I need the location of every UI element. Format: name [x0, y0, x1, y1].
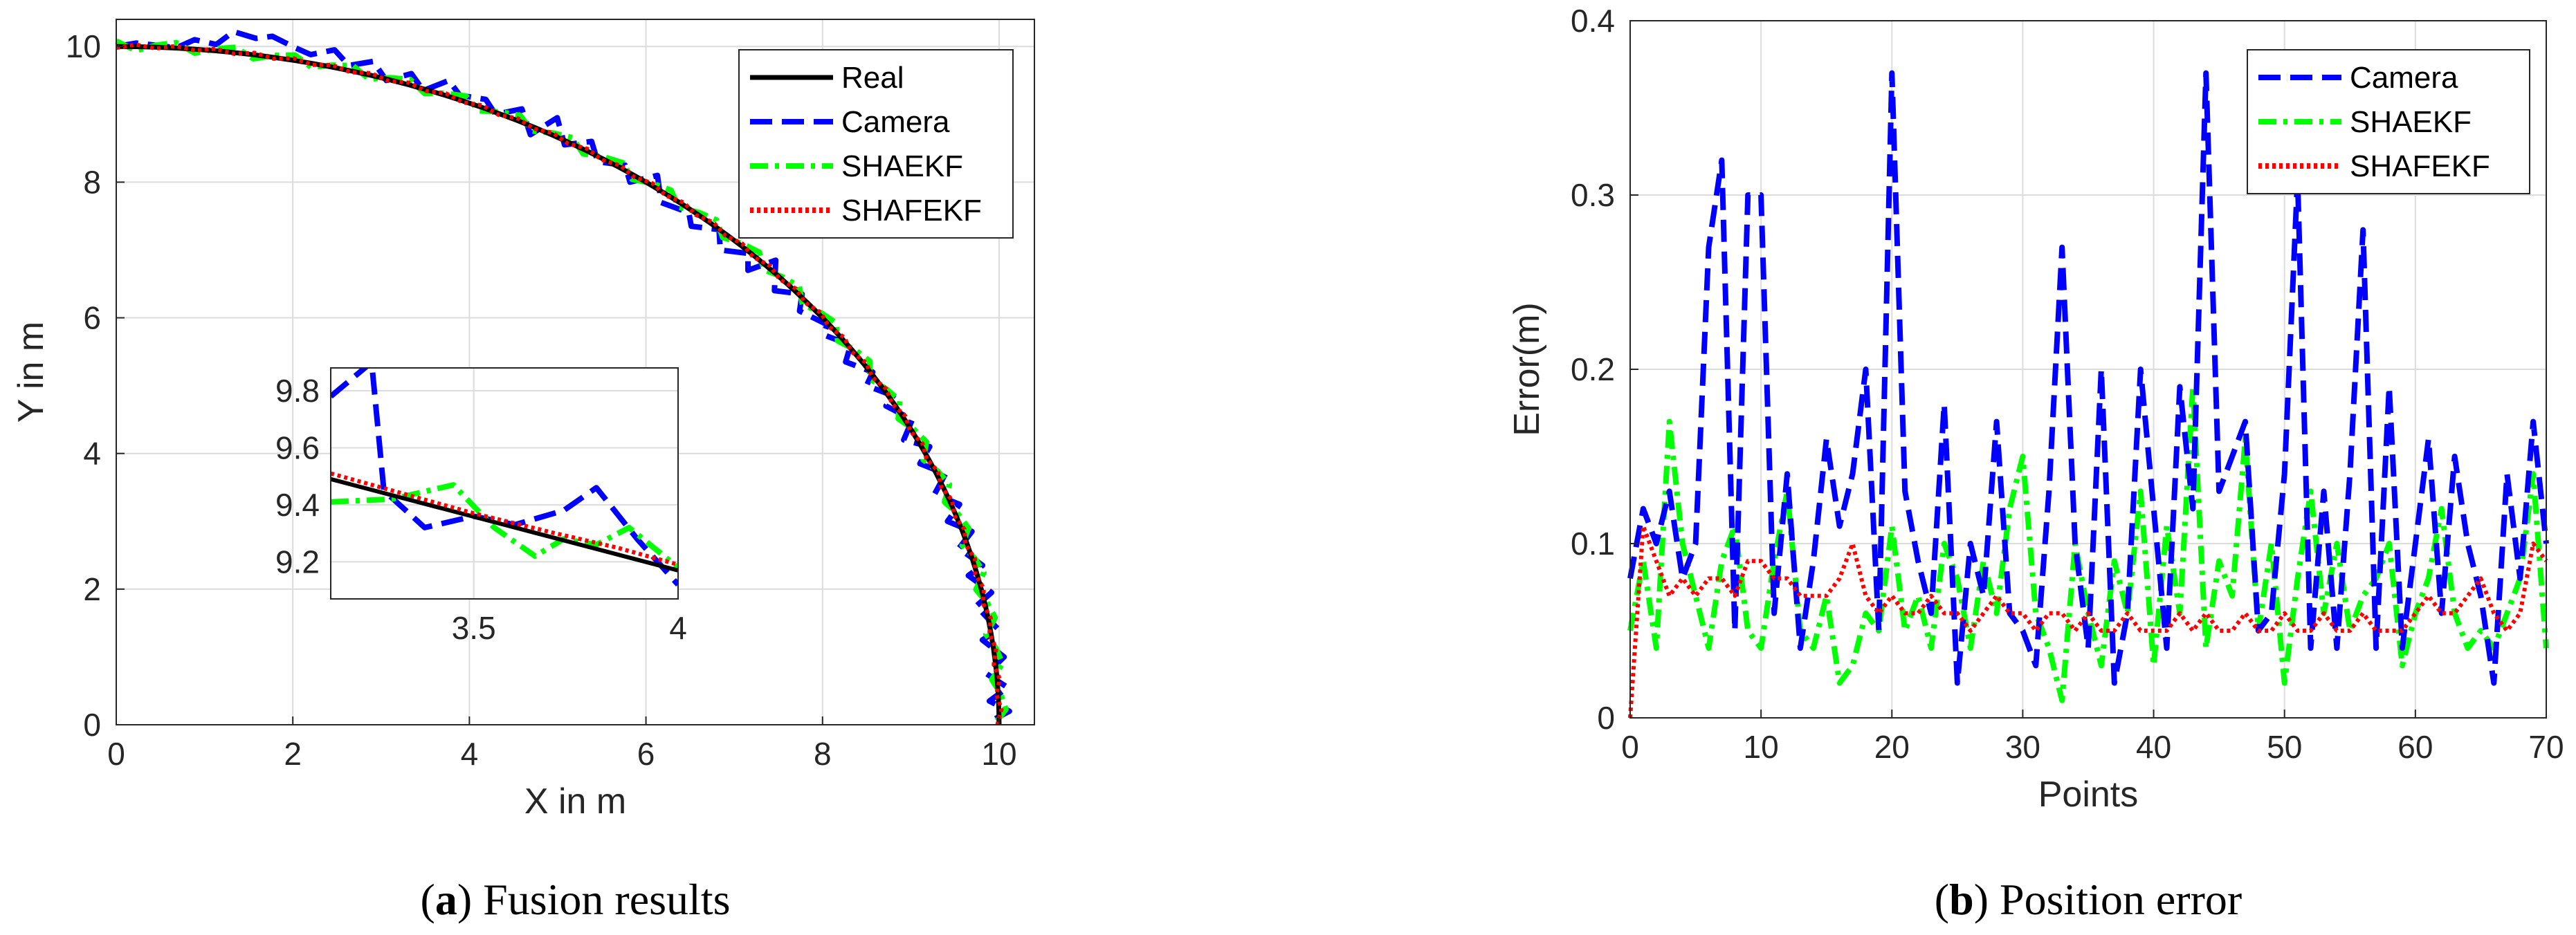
tick-label-y-2: 2 [83, 571, 101, 607]
inset-line-real [331, 476, 678, 573]
tick-label-x-b-20: 20 [1874, 729, 1910, 765]
tick-label-y-b-0.1: 0.1 [1571, 526, 1615, 562]
tick-label-x-b-10: 10 [1744, 729, 1779, 765]
inset-border [330, 367, 679, 600]
y-axis-label-a: Y in m [11, 322, 51, 423]
tick-label-y-10: 10 [66, 28, 101, 64]
caption-a-label: a [435, 875, 457, 924]
tick-label-x-8: 8 [814, 736, 832, 772]
inset-tick-label-y-9.2: 9.2 [275, 544, 320, 580]
tick-label-y-b-0: 0 [1597, 700, 1615, 736]
axes-frame-a [116, 19, 1035, 725]
tick-label-y-b-0.4: 0.4 [1571, 3, 1615, 39]
series-line-shafekf-a [116, 42, 1004, 725]
panel-position-error: 0 10 20 30 40 50 60 70 0 0.1 0.2 0.3 0.4 Points Erro… [1507, 3, 2564, 924]
ticks-a: 0 2 4 6 8 10 0 2 4 6 8 10 [66, 28, 1017, 772]
tick-label-x-10: 10 [981, 736, 1016, 772]
series-line-camera-a [116, 28, 1012, 724]
caption-a-text: Fusion results [483, 875, 730, 924]
caption-b: (b) Position error [1935, 875, 2242, 924]
inset-tick-label-x-4: 4 [669, 610, 687, 646]
legend-entry-real: Real [841, 61, 904, 95]
tick-label-x-0: 0 [107, 736, 125, 772]
x-axis-label-a: X in m [524, 781, 626, 822]
inset-tick-label-y-9.8: 9.8 [275, 373, 320, 409]
tick-label-y-b-0.3: 0.3 [1571, 177, 1615, 213]
inset-line-shafekf [331, 471, 678, 567]
series-line-camera-b [1627, 70, 2549, 686]
inset-series [331, 368, 678, 587]
legend-a-box [738, 49, 1014, 239]
legend-entry-shaekf: SHAEKF [2350, 105, 2472, 139]
inset-tick-label-y-9.6: 9.6 [275, 429, 320, 465]
legend-entry-shaekf: SHAEKF [841, 149, 963, 183]
inset-tick-label-y-9.4: 9.4 [275, 487, 320, 523]
y-axis-label-b: Error(m) [1507, 302, 1547, 436]
tick-label-x-b-70: 70 [2528, 729, 2564, 765]
tick-label-x-4: 4 [461, 736, 479, 772]
series-b [1627, 70, 2549, 719]
tick-label-y-0: 0 [83, 707, 101, 743]
tick-label-y-b-0.2: 0.2 [1571, 351, 1615, 387]
tick-label-y-8: 8 [83, 164, 101, 200]
legend-b: Camera SHAEKF SHAFEKF [2247, 49, 2530, 194]
series-line-shafekf-b [1628, 524, 2548, 719]
tick-label-x-b-60: 60 [2397, 729, 2433, 765]
inset-tick-label-x-3.5: 3.5 [452, 610, 496, 646]
tick-label-y-6: 6 [83, 300, 101, 336]
caption-a: (a) Fusion results [421, 875, 731, 924]
legend-entry-shafekf: SHAFEKF [2350, 149, 2490, 183]
tick-label-x-b-40: 40 [2136, 729, 2171, 765]
legend-entry-shafekf: SHAFEKF [841, 194, 982, 228]
legend-entry-camera: Camera [841, 105, 950, 139]
series-line-real-a [116, 44, 1002, 725]
panel-fusion-results: 0 2 4 6 8 10 0 2 4 6 8 10 X in m Y in m 3.5 4 9.2 9.4 9… [11, 19, 1035, 924]
tick-label-x-b-0: 0 [1621, 729, 1639, 765]
tick-label-x-b-30: 30 [2005, 729, 2040, 765]
legend-a: Real Camera SHAEKF SHAFEKF [738, 49, 1014, 239]
tick-label-x-b-50: 50 [2267, 729, 2302, 765]
series-a [115, 28, 1012, 727]
series-line-shaekf-a [115, 38, 1009, 727]
ticks-b: 0 10 20 30 40 50 60 70 0 0.1 0.2 0.3 0.4 [1571, 3, 2564, 765]
legend-entry-camera: Camera [2350, 61, 2458, 95]
x-axis-label-b: Points [2038, 775, 2139, 815]
caption-b-text: Position error [2000, 875, 2242, 924]
tick-label-x-2: 2 [284, 736, 302, 772]
inset-line-camera [331, 368, 678, 587]
caption-b-label: b [1949, 875, 1974, 924]
tick-label-x-6: 6 [637, 736, 655, 772]
tick-label-y-4: 4 [83, 436, 101, 472]
inset-zoom: 3.5 4 9.2 9.4 9.6 9.8 [275, 367, 687, 646]
